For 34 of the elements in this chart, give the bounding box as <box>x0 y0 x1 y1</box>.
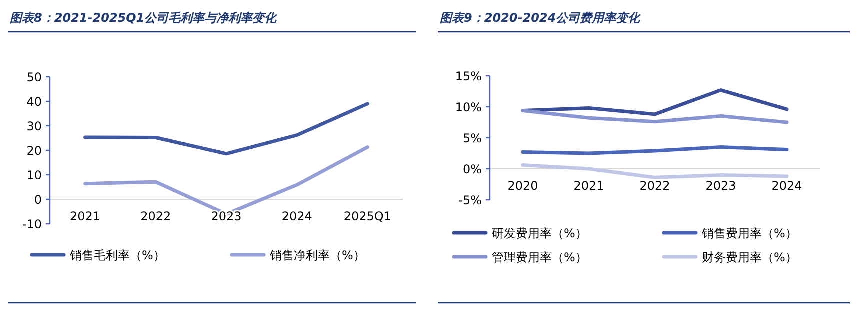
line-series <box>521 146 789 156</box>
x-tick-label: 2024 <box>772 179 802 193</box>
y-tick-label: 0 <box>34 193 42 207</box>
x-tick-label: 2021 <box>574 179 604 193</box>
legend-label: 销售毛利率（%） <box>69 248 166 262</box>
x-tick-label: 2023 <box>706 179 736 193</box>
y-tick-label: 30 <box>26 120 42 134</box>
x-tick-label: 2020 <box>508 179 538 193</box>
chart-title: 图表9：2020-2024公司费用率变化 <box>440 11 642 25</box>
y-tick-label: 5% <box>462 132 482 146</box>
x-tick-label: 2022 <box>640 179 670 193</box>
legend-label: 管理费用率（%） <box>492 250 588 264</box>
y-tick-label: 40 <box>26 95 42 109</box>
line-series <box>84 102 370 156</box>
y-tick-label: 10 <box>26 168 42 182</box>
legend-label: 财务费用率（%） <box>702 250 798 264</box>
chart-title: 图表8：2021-2025Q1公司毛利率与净利率变化 <box>10 11 279 25</box>
y-tick-label: 50 <box>26 70 42 84</box>
x-tick-label: 2022 <box>140 210 172 224</box>
line-series <box>521 164 789 180</box>
x-tick-label: 2024 <box>282 210 312 224</box>
x-tick-label: 2023 <box>211 210 242 224</box>
line-series <box>521 108 789 124</box>
legend-label: 销售费用率（%） <box>701 226 798 240</box>
y-tick-label: 10% <box>455 100 482 114</box>
y-tick-label: 0% <box>462 162 482 176</box>
y-tick-label: 20 <box>26 144 42 158</box>
x-tick-label: 2025Q1 <box>344 210 392 224</box>
legend-label: 销售净利率（%） <box>269 248 366 262</box>
y-tick-label: -10 <box>22 218 42 232</box>
y-tick-label: 15% <box>455 70 482 84</box>
y-tick-label: -5% <box>458 194 482 208</box>
x-tick-label: 2021 <box>70 210 101 224</box>
legend-label: 研发费用率（%） <box>492 226 588 240</box>
